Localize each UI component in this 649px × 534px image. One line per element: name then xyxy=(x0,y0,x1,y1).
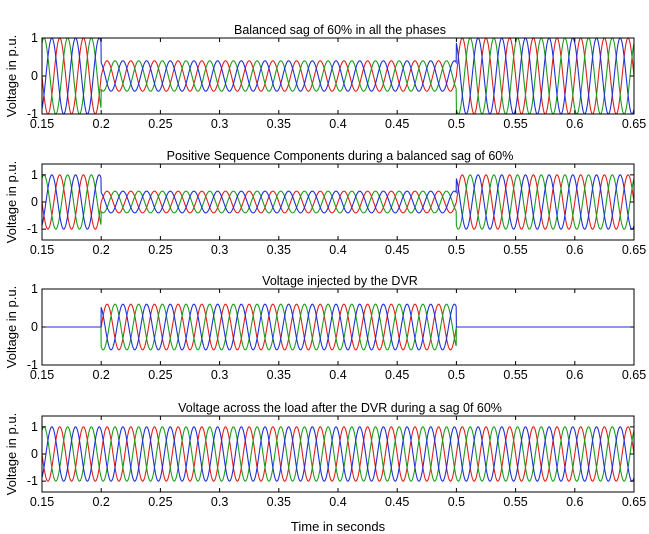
y-tick-label: 0 xyxy=(31,195,38,209)
x-tick-label: 0.6 xyxy=(566,368,583,382)
x-tick-label: 0.4 xyxy=(329,368,346,382)
x-tick-label: 0.25 xyxy=(148,117,172,131)
x-tick-label: 0.35 xyxy=(267,243,291,257)
panel-3: Voltage injected by the DVR Voltage in p.… xyxy=(4,274,646,382)
x-tick-label: 0.45 xyxy=(385,495,409,509)
x-tick-label: 0.6 xyxy=(566,117,583,131)
panel-title: Positive Sequence Components during a ba… xyxy=(167,149,514,163)
x-tick-label: 0.15 xyxy=(30,117,54,131)
x-axis-label: Time in seconds xyxy=(291,519,386,534)
x-tick-label: 0.45 xyxy=(385,368,409,382)
series-line-phase-1 xyxy=(42,38,634,114)
x-tick-label: 0.5 xyxy=(448,495,465,509)
panel-1: Balanced sag of 60% in all the phases Vol… xyxy=(4,23,646,131)
panel-2: Positive Sequence Components during a ba… xyxy=(4,149,646,257)
x-tick-label: 0.4 xyxy=(329,495,346,509)
panel-title: Voltage injected by the DVR xyxy=(262,274,418,288)
y-tick-label: 0 xyxy=(31,69,38,83)
series-line-phase-2 xyxy=(42,174,634,230)
x-tick-label: 0.4 xyxy=(329,117,346,131)
x-tick-label: 0.3 xyxy=(211,117,228,131)
y-tick-label: -1 xyxy=(27,474,38,488)
chart-panels: Balanced sag of 60% in all the phases Vol… xyxy=(4,23,646,509)
x-tick-label: 0.45 xyxy=(385,243,409,257)
x-tick-label: 0.35 xyxy=(267,495,291,509)
series-group xyxy=(42,426,634,482)
x-tick-label: 0.55 xyxy=(503,243,527,257)
y-axis-label: Voltage in p.u. xyxy=(4,35,19,117)
x-tick-label: 0.25 xyxy=(148,243,172,257)
series-line-phase-2 xyxy=(42,38,634,114)
x-tick-label: 0.3 xyxy=(211,243,228,257)
series-group xyxy=(42,38,634,114)
x-tick-label: 0.55 xyxy=(503,368,527,382)
y-tick-label: 1 xyxy=(31,420,38,434)
x-tick-label: 0.5 xyxy=(448,243,465,257)
series-line-phase-3 xyxy=(42,38,634,114)
x-tick-label: 0.65 xyxy=(622,495,646,509)
x-tick-label: 0.15 xyxy=(30,495,54,509)
x-tick-label: 0.5 xyxy=(448,368,465,382)
panel-4: Voltage across the load after the DVR du… xyxy=(4,401,646,509)
series-line-phase-3 xyxy=(42,303,634,351)
x-tick-label: 0.15 xyxy=(30,368,54,382)
x-tick-label: 0.65 xyxy=(622,368,646,382)
y-tick-label: 1 xyxy=(31,31,38,45)
y-axis-label: Voltage in p.u. xyxy=(4,286,19,368)
x-tick-label: 0.25 xyxy=(148,368,172,382)
y-tick-label: 0 xyxy=(31,447,38,461)
x-tick-label: 0.3 xyxy=(211,368,228,382)
x-tick-label: 0.2 xyxy=(93,368,110,382)
x-tick-label: 0.6 xyxy=(566,243,583,257)
y-tick-label: -1 xyxy=(27,107,38,121)
x-tick-label: 0.55 xyxy=(503,117,527,131)
y-tick-label: -1 xyxy=(27,358,38,372)
x-tick-label: 0.35 xyxy=(267,368,291,382)
y-tick-label: 0 xyxy=(31,320,38,334)
x-tick-label: 0.25 xyxy=(148,495,172,509)
y-axis-label: Voltage in p.u. xyxy=(4,413,19,495)
x-tick-label: 0.6 xyxy=(566,495,583,509)
y-tick-label: 1 xyxy=(31,168,38,182)
series-line-phase-2 xyxy=(42,426,634,482)
series-line-phase-1 xyxy=(42,174,634,230)
panel-title: Balanced sag of 60% in all the phases xyxy=(234,23,446,37)
x-tick-label: 0.65 xyxy=(622,117,646,131)
x-tick-label: 0.4 xyxy=(329,243,346,257)
series-line-phase-1 xyxy=(42,426,634,482)
y-axis-label: Voltage in p.u. xyxy=(4,161,19,243)
x-tick-label: 0.15 xyxy=(30,243,54,257)
y-tick-label: -1 xyxy=(27,222,38,236)
x-tick-label: 0.3 xyxy=(211,495,228,509)
x-tick-label: 0.2 xyxy=(93,117,110,131)
x-tick-label: 0.55 xyxy=(503,495,527,509)
x-tick-label: 0.65 xyxy=(622,243,646,257)
x-tick-label: 0.5 xyxy=(448,117,465,131)
x-tick-label: 0.2 xyxy=(93,495,110,509)
series-line-phase-3 xyxy=(42,426,634,482)
x-tick-label: 0.45 xyxy=(385,117,409,131)
panel-title: Voltage across the load after the DVR du… xyxy=(178,401,502,415)
series-group xyxy=(42,174,634,230)
x-tick-label: 0.35 xyxy=(267,117,291,131)
y-tick-label: 1 xyxy=(31,282,38,296)
series-group xyxy=(42,303,634,351)
x-tick-label: 0.2 xyxy=(93,243,110,257)
series-line-phase-3 xyxy=(42,174,634,230)
